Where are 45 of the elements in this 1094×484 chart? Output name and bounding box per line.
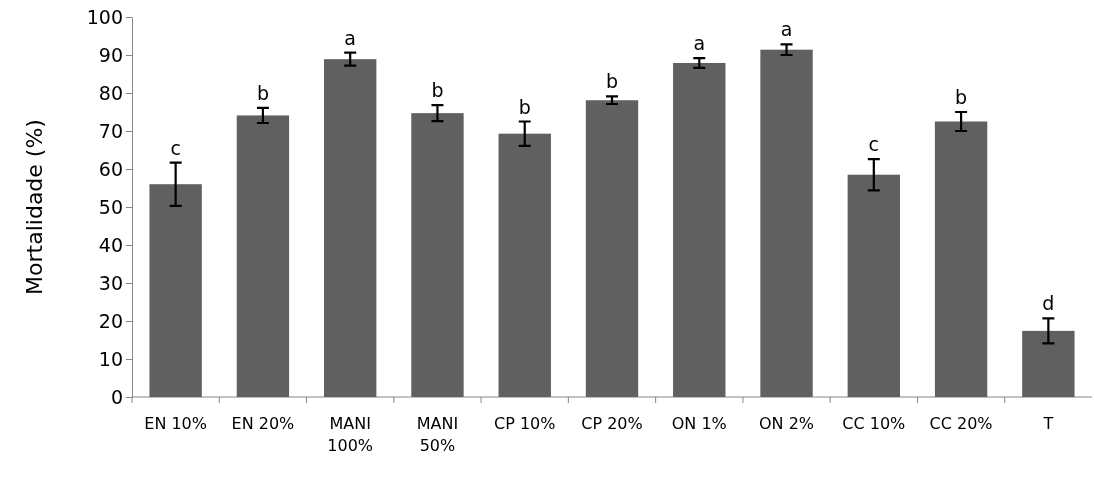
bar	[673, 62, 726, 397]
y-tick-label: 40	[98, 233, 123, 256]
x-tick-label: CP 10%	[493, 414, 556, 433]
annotation: c	[170, 136, 181, 159]
bar	[847, 174, 900, 397]
bar	[585, 100, 639, 397]
x-tick-label: ON 2%	[759, 414, 815, 433]
y-tick-label: 70	[98, 119, 123, 142]
annotation: b	[431, 79, 444, 102]
y-tick-label: 20	[98, 309, 123, 332]
y-tick-label: 10	[98, 347, 123, 370]
annotation: d	[1042, 292, 1055, 315]
bar	[324, 59, 377, 397]
bar	[149, 184, 202, 397]
x-tick-label: MANI 50%	[416, 414, 459, 455]
annotation: a	[344, 26, 357, 49]
y-tick-label: 100	[86, 5, 123, 28]
y-tick-label: 90	[98, 43, 123, 66]
y-tick-label: 30	[98, 271, 123, 294]
annotation: a	[693, 32, 706, 55]
x-tick-label: CC 10%	[842, 414, 906, 433]
x-tick-label: T	[1042, 414, 1054, 433]
x-tick-label: ON 1%	[671, 414, 727, 433]
x-tick-label: EN 10%	[144, 414, 207, 433]
y-tick-label: 60	[98, 157, 123, 180]
x-tick-label: CC 20%	[929, 414, 993, 433]
y-axis-title: Mortalidade (%)	[22, 119, 47, 295]
bar	[1022, 330, 1075, 397]
x-tick-label: CP 20%	[581, 414, 643, 433]
x-tick-label: EN 20%	[231, 414, 295, 433]
annotation: b	[256, 81, 269, 104]
bar	[760, 49, 813, 397]
annotation: a	[780, 18, 793, 41]
y-tick-label: 0	[110, 385, 123, 408]
annotation: c	[868, 133, 880, 156]
annotation: b	[605, 70, 619, 93]
y-tick-label: 80	[98, 81, 123, 104]
bar	[411, 113, 464, 397]
bar	[236, 115, 290, 397]
x-tick-label: MANI 100%	[327, 414, 374, 455]
bar	[934, 121, 988, 397]
y-tick-label: 50	[98, 195, 123, 218]
bar	[498, 133, 551, 397]
annotation: b	[518, 95, 531, 118]
annotation: b	[955, 86, 968, 108]
